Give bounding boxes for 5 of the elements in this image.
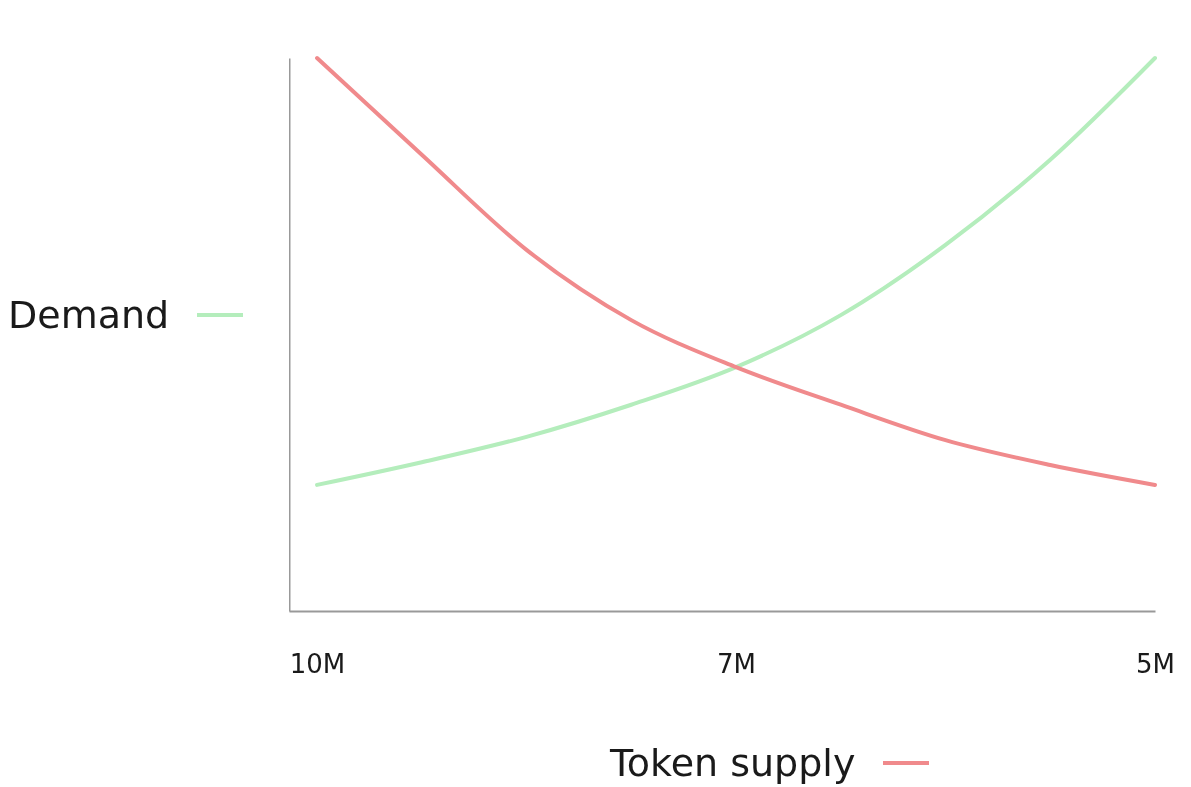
legend-label: Demand [8, 293, 170, 337]
legend-label: Token supply [610, 741, 856, 785]
x-tick-label: 10M [289, 648, 346, 679]
x-tick-label: 5M [1136, 648, 1175, 679]
x-tick-label: 7M [717, 648, 757, 679]
